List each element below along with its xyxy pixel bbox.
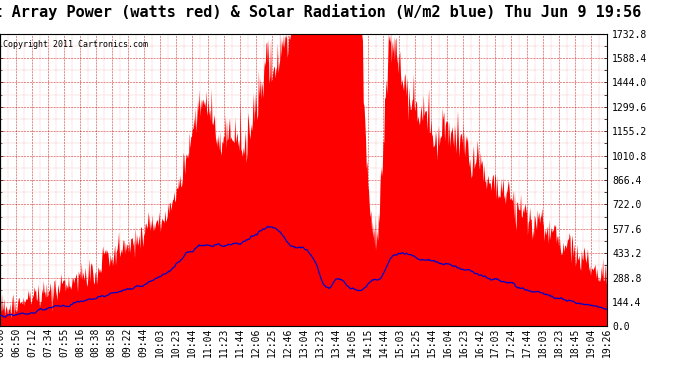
Text: East Array Power (watts red) & Solar Radiation (W/m2 blue) Thu Jun 9 19:56: East Array Power (watts red) & Solar Rad…: [0, 4, 641, 20]
Text: Copyright 2011 Cartronics.com: Copyright 2011 Cartronics.com: [3, 40, 148, 49]
